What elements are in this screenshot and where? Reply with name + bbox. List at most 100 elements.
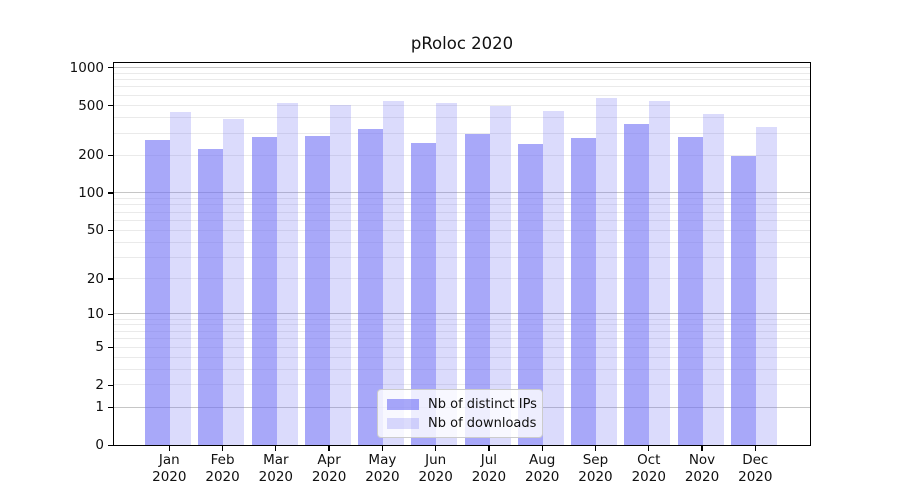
bar-distinct-ips: [731, 156, 756, 445]
x-tick-label: Dec 2020: [738, 452, 773, 485]
y-tick-label: 20: [86, 270, 104, 287]
bar-downloads: [596, 97, 618, 445]
x-tick: [541, 446, 543, 451]
y-tick: [108, 229, 113, 232]
bar-downloads: [223, 119, 245, 445]
y-tick: [108, 444, 113, 446]
legend-swatch-downloads: [387, 417, 419, 429]
x-tick: [435, 446, 437, 451]
minor-gridline: [114, 211, 810, 213]
y-tick: [108, 346, 113, 349]
x-tick: [754, 446, 756, 451]
y-tick-label: 10: [86, 306, 104, 323]
minor-gridline: [114, 318, 810, 320]
x-tick: [648, 446, 650, 451]
bar-distinct-ips: [571, 138, 597, 445]
minor-gridline: [114, 278, 810, 280]
y-tick-label: 50: [86, 222, 104, 239]
legend-item: Nb of downloads: [387, 415, 537, 431]
y-tick-label: 100: [78, 185, 104, 202]
bar-downloads: [756, 127, 777, 445]
bar-downloads: [489, 105, 511, 445]
bar-distinct-ips: [304, 135, 330, 445]
y-tick-label: 500: [78, 97, 104, 114]
legend-item: Nb of distinct IPs: [387, 397, 537, 412]
bar-downloads: [383, 100, 405, 445]
major-gridline: [114, 192, 810, 194]
x-tick: [701, 446, 703, 451]
legend-label: Nb of distinct IPs: [428, 396, 537, 412]
bar-downloads: [702, 114, 724, 445]
x-tick-label: Oct 2020: [631, 452, 666, 485]
bar-downloads: [649, 100, 671, 445]
bar-downloads: [276, 103, 298, 445]
minor-gridline: [114, 338, 810, 340]
y-tick-label: 0: [95, 437, 104, 454]
x-tick-label: Aug 2020: [525, 452, 560, 485]
minor-gridline: [114, 94, 810, 96]
minor-gridline: [114, 368, 810, 370]
chart-title: pRoloc 2020: [410, 34, 514, 53]
minor-gridline: [114, 356, 810, 358]
x-tick-label: Sep 2020: [578, 452, 613, 485]
major-gridline: [114, 66, 810, 68]
y-tick-label: 1000: [69, 59, 104, 76]
bar-downloads: [329, 104, 351, 445]
bar-distinct-ips: [624, 124, 650, 445]
minor-gridline: [114, 330, 810, 332]
legend: Nb of distinct IPs Nb of downloads: [377, 389, 543, 438]
minor-gridline: [114, 116, 810, 118]
minor-gridline: [114, 241, 810, 243]
bar-distinct-ips: [145, 139, 170, 445]
minor-gridline: [114, 132, 810, 134]
minor-gridline: [114, 256, 810, 258]
x-tick: [594, 446, 597, 451]
minor-gridline: [114, 197, 810, 199]
x-tick-label: Mar 2020: [258, 452, 294, 485]
x-tick: [275, 446, 277, 451]
x-tick-label: Jan 2020: [152, 452, 187, 485]
minor-gridline: [114, 86, 810, 88]
minor-gridline: [114, 104, 810, 106]
y-tick: [108, 67, 113, 69]
y-tick: [108, 104, 113, 107]
x-tick-label: Apr 2020: [311, 452, 347, 485]
bar-distinct-ips: [251, 136, 277, 445]
minor-gridline: [114, 154, 810, 156]
y-tick: [108, 384, 113, 386]
minor-gridline: [114, 79, 810, 81]
y-tick-label: 200: [78, 147, 104, 164]
x-tick-label: Feb 2020: [205, 452, 240, 485]
major-gridline: [114, 313, 810, 315]
x-tick-label: Jun 2020: [418, 452, 453, 485]
y-tick: [108, 406, 113, 409]
bar-distinct-ips: [198, 149, 224, 445]
y-tick: [108, 192, 113, 194]
bar-downloads: [436, 103, 458, 445]
x-tick: [168, 446, 170, 451]
x-tick-label: May 2020: [365, 452, 400, 485]
y-tick: [108, 154, 113, 157]
x-tick-label: Nov 2020: [684, 452, 720, 485]
bar-distinct-ips: [677, 137, 703, 445]
y-tick-label: 5: [95, 339, 104, 356]
legend-swatch-distinct-ips: [387, 398, 419, 410]
minor-gridline: [114, 229, 810, 231]
x-tick: [328, 446, 330, 451]
minor-gridline: [114, 204, 810, 206]
minor-gridline: [114, 384, 810, 386]
legend-label: Nb of downloads: [428, 415, 537, 431]
minor-gridline: [114, 72, 810, 74]
minor-gridline: [114, 324, 810, 326]
y-tick: [108, 278, 113, 280]
y-tick-label: 2: [95, 377, 104, 394]
bar-downloads: [170, 111, 191, 445]
y-tick-label: 1: [95, 399, 104, 416]
x-tick-label: Jul 2020: [471, 452, 507, 485]
x-tick: [381, 446, 384, 451]
x-tick: [221, 446, 224, 451]
y-tick: [108, 313, 113, 315]
minor-gridline: [114, 219, 810, 221]
bar-downloads: [542, 110, 564, 445]
